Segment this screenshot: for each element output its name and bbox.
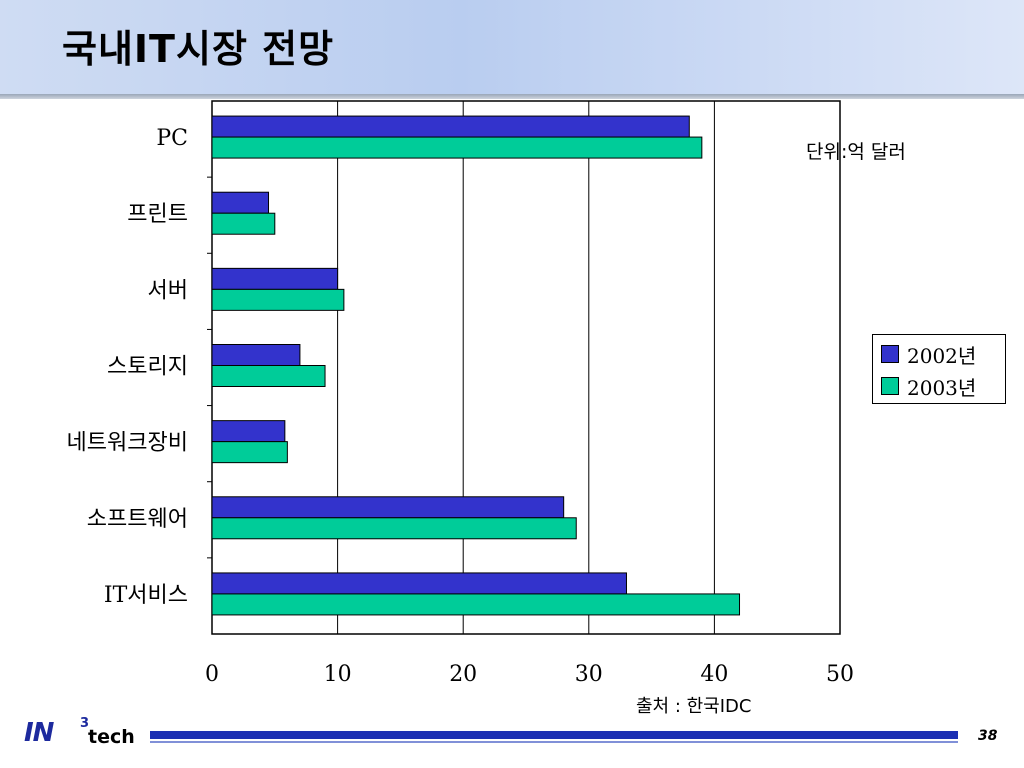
footer-bar (150, 731, 958, 739)
bar-2002 (211, 115, 690, 138)
x-tick-label: 30 (575, 662, 603, 687)
category-label: 서버 (148, 278, 188, 303)
x-tick-label: 40 (700, 662, 728, 687)
x-tick-label: 20 (449, 662, 477, 687)
bar-2002 (211, 420, 286, 443)
bar-2002 (211, 572, 627, 595)
footer-line (150, 741, 958, 743)
bar-2003 (211, 441, 288, 464)
header-background (0, 0, 1024, 94)
company-logo: IN 3 tech (24, 716, 144, 750)
x-tick-label: 10 (324, 662, 352, 687)
category-label: PC (156, 126, 188, 151)
unit-note: 단위:억 달러 (806, 141, 906, 163)
bar-2003 (211, 365, 326, 387)
category-label: 네트워크장비 (67, 431, 188, 456)
legend-swatch-2002 (881, 345, 899, 363)
bar-2003 (211, 517, 577, 540)
bar-2003 (211, 593, 741, 616)
slide-title: 국내IT시장 전망 (62, 27, 335, 71)
x-tick-label: 0 (205, 662, 219, 687)
chart-legend: 2002년 2003년 (872, 334, 1006, 404)
x-tick-label: 50 (826, 662, 854, 687)
category-label: IT서비스 (104, 583, 188, 608)
source-note: 출처 : 한국IDC (636, 696, 752, 717)
category-label: 프린트 (127, 202, 188, 227)
bar-2003 (211, 212, 276, 235)
header-divider (0, 94, 1024, 99)
bar-2003 (211, 288, 345, 311)
legend-item-2003: 2003년 (881, 373, 977, 400)
bar-2002 (211, 191, 270, 214)
bar-2002 (211, 344, 301, 366)
category-label: 스토리지 (107, 355, 188, 380)
category-label: 소프트웨어 (87, 507, 188, 532)
bar-2003 (211, 136, 703, 159)
bar-2002 (211, 496, 565, 519)
legend-item-2002: 2002년 (881, 341, 977, 368)
bar-2002 (211, 267, 339, 290)
logo-suffix: tech (88, 726, 135, 748)
logo-superscript: 3 (80, 716, 90, 731)
legend-swatch-2003 (881, 377, 899, 395)
page-number: 38 (978, 728, 998, 744)
logo-text: IN (24, 718, 54, 748)
legend-label-2002: 2002년 (907, 343, 977, 368)
legend-label-2003: 2003년 (907, 375, 977, 400)
